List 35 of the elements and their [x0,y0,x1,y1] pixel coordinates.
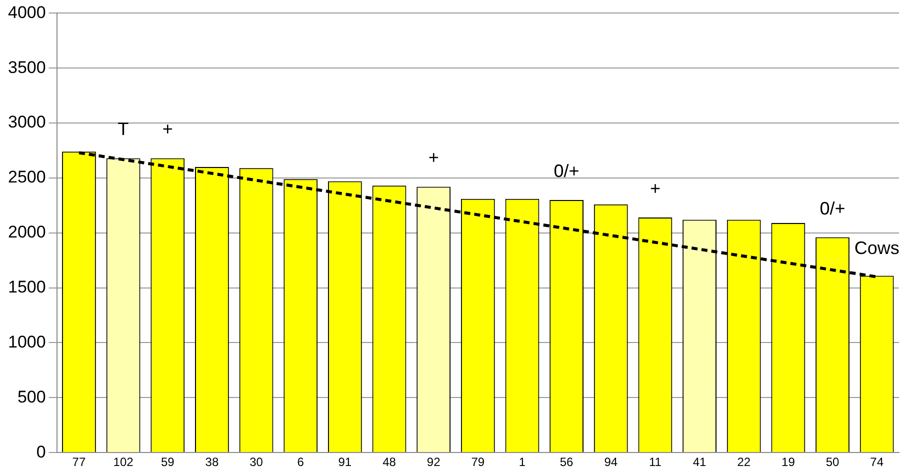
annotation: + [428,148,439,168]
y-tick-label: 500 [17,387,46,406]
x-tick-label: 59 [160,455,175,470]
x-tick-label: 41 [692,455,707,470]
y-tick-label: 0 [36,442,46,462]
annotation: Cows [854,238,900,258]
annotation: T [118,119,129,140]
x-tick-label: 30 [250,455,264,470]
x-tick-label: 102 [113,455,134,470]
x-tick-label: 92 [426,455,441,470]
x-tick-label: 19 [782,455,796,470]
x-tick-label: 48 [382,455,396,470]
annotation: 0/+ [820,198,846,218]
x-tick-label: 11 [648,455,662,470]
x-tick-label: 50 [826,455,840,470]
annotation: 0/+ [554,160,580,181]
annotation: + [162,119,173,140]
x-tick-label: 79 [471,455,485,470]
y-tick-label: 1500 [8,278,46,297]
y-tick-label: 1000 [8,332,46,352]
annotation: + [650,178,660,198]
x-tick-label: 94 [604,455,618,470]
y-tick-label: 3500 [8,58,46,77]
y-tick-label: 2000 [8,222,46,242]
y-tick-label: 2500 [8,168,46,187]
x-tick-label: 1 [518,455,526,470]
x-tick-label: 6 [297,455,304,470]
y-tick-label: 4000 [8,2,46,22]
x-tick-label: 77 [72,455,86,470]
x-tick-label: 91 [338,455,352,470]
x-tick-label: 56 [560,455,574,470]
x-tick-label: 22 [737,455,751,470]
x-tick-label: 74 [870,455,884,470]
y-tick-label: 3000 [8,112,46,132]
x-tick-label: 38 [205,455,219,470]
